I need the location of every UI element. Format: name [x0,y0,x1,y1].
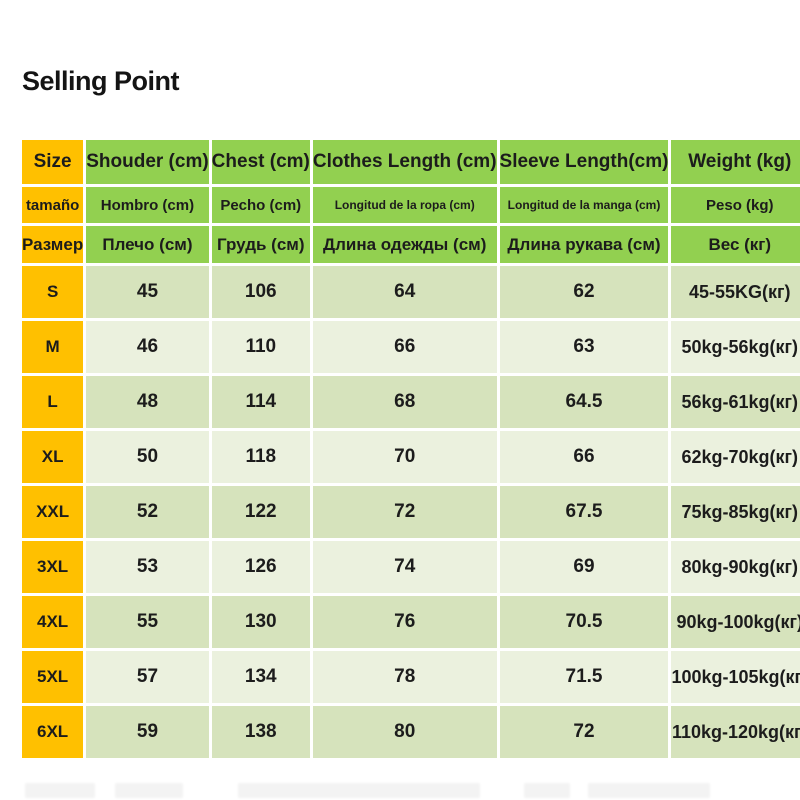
weight-cell: 100kg-105kg(кг) [671,651,800,703]
clothes-length-cell: 80 [312,706,497,758]
watermark-blob [238,783,480,798]
size-chart-table: Size Shouder (cm) Chest (cm) Clothes Len… [19,137,800,761]
sleeve-length-cell: 71.5 [499,651,669,703]
watermark-blob [588,783,710,798]
table-row-xl: XL 50 118 70 66 62kg-70kg(кг) [22,431,800,483]
chest-cell: 122 [211,486,310,538]
chest-cell: 114 [211,376,310,428]
header-shoulder-en: Shouder (cm) [86,140,209,184]
size-cell: S [22,266,84,318]
sleeve-length-cell: 67.5 [499,486,669,538]
size-cell: L [22,376,84,428]
clothes-length-cell: 76 [312,596,497,648]
header-clothes-length-ru: Длина одежды (см) [312,226,497,263]
sleeve-length-cell: 69 [499,541,669,593]
clothes-length-cell: 72 [312,486,497,538]
shoulder-cell: 45 [86,266,209,318]
clothes-length-cell: 74 [312,541,497,593]
header-row-russian: Размер Плечо (см) Грудь (см) Длина одежд… [22,226,800,263]
table-row-5xl: 5XL 57 134 78 71.5 100kg-105kg(кг) [22,651,800,703]
table-row-m: M 46 110 66 63 50kg-56kg(кг) [22,321,800,373]
sleeve-length-cell: 70.5 [499,596,669,648]
shoulder-cell: 59 [86,706,209,758]
header-row-spanish: tamaño Hombro (cm) Pecho (cm) Longitud d… [22,187,800,223]
page-title: Selling Point [22,66,180,96]
shoulder-cell: 52 [86,486,209,538]
header-chest-es: Pecho (cm) [211,187,310,223]
weight-cell: 56kg-61kg(кг) [671,376,800,428]
header-weight-en: Weight (kg) [671,140,800,184]
header-size-es: tamaño [22,187,84,223]
shoulder-cell: 55 [86,596,209,648]
header-chest-en: Chest (cm) [211,140,310,184]
table-row-3xl: 3XL 53 126 74 69 80kg-90kg(кг) [22,541,800,593]
header-weight-ru: Вес (кг) [671,226,800,263]
chest-cell: 106 [211,266,310,318]
size-cell: 6XL [22,706,84,758]
table-row-4xl: 4XL 55 130 76 70.5 90kg-100kg(кг) [22,596,800,648]
watermark-blob [115,783,183,798]
shoulder-cell: 57 [86,651,209,703]
weight-cell: 62kg-70kg(кг) [671,431,800,483]
table-row-xxl: XXL 52 122 72 67.5 75kg-85kg(кг) [22,486,800,538]
chest-cell: 118 [211,431,310,483]
clothes-length-cell: 66 [312,321,497,373]
weight-cell: 45-55KG(кг) [671,266,800,318]
shoulder-cell: 46 [86,321,209,373]
size-cell: XXL [22,486,84,538]
header-size-en: Size [22,140,84,184]
chest-cell: 130 [211,596,310,648]
weight-cell: 90kg-100kg(кг) [671,596,800,648]
header-sleeve-length-en: Sleeve Length(cm) [499,140,669,184]
weight-cell: 80kg-90kg(кг) [671,541,800,593]
header-row-english: Size Shouder (cm) Chest (cm) Clothes Len… [22,140,800,184]
size-cell: 4XL [22,596,84,648]
header-sleeve-length-es: Longitud de la manga (cm) [499,187,669,223]
table-row-6xl: 6XL 59 138 80 72 110kg-120kg(кг) [22,706,800,758]
clothes-length-cell: 70 [312,431,497,483]
chest-cell: 126 [211,541,310,593]
header-shoulder-es: Hombro (cm) [86,187,209,223]
blurred-watermark-strip [0,783,800,800]
watermark-blob [524,783,570,798]
chest-cell: 134 [211,651,310,703]
sleeve-length-cell: 64.5 [499,376,669,428]
sleeve-length-cell: 72 [499,706,669,758]
chest-cell: 110 [211,321,310,373]
clothes-length-cell: 78 [312,651,497,703]
watermark-blob [25,783,95,798]
sleeve-length-cell: 66 [499,431,669,483]
header-sleeve-length-ru: Длина рукава (см) [499,226,669,263]
sleeve-length-cell: 63 [499,321,669,373]
header-size-ru: Размер [22,226,84,263]
size-cell: XL [22,431,84,483]
shoulder-cell: 48 [86,376,209,428]
header-shoulder-ru: Плечо (см) [86,226,209,263]
clothes-length-cell: 68 [312,376,497,428]
size-cell: 5XL [22,651,84,703]
weight-cell: 50kg-56kg(кг) [671,321,800,373]
clothes-length-cell: 64 [312,266,497,318]
table-row-s: S 45 106 64 62 45-55KG(кг) [22,266,800,318]
size-cell: M [22,321,84,373]
header-weight-es: Peso (kg) [671,187,800,223]
header-clothes-length-en: Clothes Length (cm) [312,140,497,184]
chest-cell: 138 [211,706,310,758]
header-clothes-length-es: Longitud de la ropa (cm) [312,187,497,223]
header-chest-ru: Грудь (см) [211,226,310,263]
weight-cell: 110kg-120kg(кг) [671,706,800,758]
table-row-l: L 48 114 68 64.5 56kg-61kg(кг) [22,376,800,428]
sleeve-length-cell: 62 [499,266,669,318]
weight-cell: 75kg-85kg(кг) [671,486,800,538]
shoulder-cell: 50 [86,431,209,483]
size-cell: 3XL [22,541,84,593]
shoulder-cell: 53 [86,541,209,593]
